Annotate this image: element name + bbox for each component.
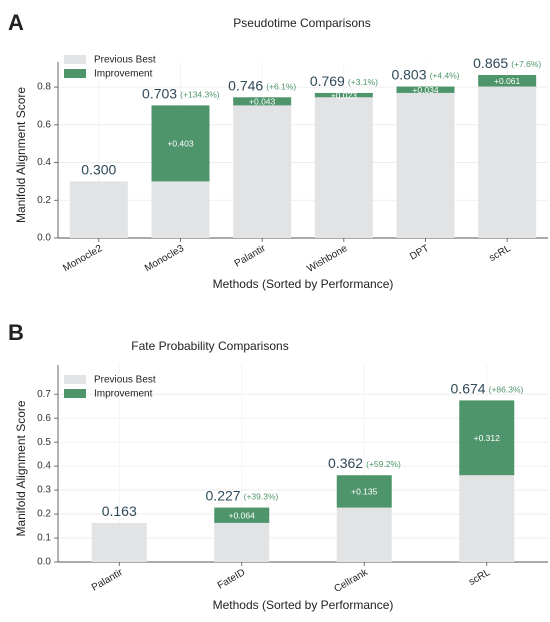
panel-a-bar-improvement-monocle3 [151, 105, 210, 182]
panel-b-bar-improvement-cellrank [336, 475, 392, 508]
panel-b-ytick-label: 0.7 [37, 389, 51, 400]
panel-a-percent-label: (+3.1%) [348, 77, 378, 87]
panel-b-bar-previous-scrl [459, 475, 515, 562]
panel-a-total-label: 0.803 [391, 67, 426, 83]
panel-a-ytick-label: 0.0 [37, 233, 51, 244]
panel-a-ytick-label: 0.6 [37, 119, 51, 130]
panel-b-title: Fate Probability Comparisons [131, 339, 288, 353]
panel-a-bar-previous-wishbone [314, 97, 373, 238]
panel-b-letter: B [8, 320, 24, 345]
panel-a-bar-improvement-wishbone [314, 92, 373, 98]
panel-a-bar-previous-dpt [396, 92, 455, 239]
panel-a-improvement-label: +0.023 [331, 90, 358, 100]
panel-b-bar-improvement-scrl [459, 400, 515, 476]
panel-b-xtick-label-scrl: scRL [467, 567, 493, 588]
panel-a-bar-previous-monocle3 [151, 181, 210, 238]
panel-a-improvement-label: +0.403 [167, 139, 194, 149]
panel-a-xlabel: Methods (Sorted by Performance) [213, 277, 394, 291]
panel-b-bar-previous-palantir [91, 522, 147, 562]
panel-a-ytick-label: 0.4 [37, 157, 51, 168]
panel-a-bar-improvement-scrl [478, 75, 537, 87]
panel-a-legend-label-improvement: Improvement [94, 69, 153, 80]
panel-b-xtick-label-fateid: FateID [216, 567, 247, 592]
panel-a-legend-swatch-previous [64, 55, 86, 64]
panel-a-xtick-label-monocle2: Monocle2 [61, 243, 104, 274]
panel-b-bar-previous-cellrank [336, 507, 392, 562]
panel-b-xlabel: Methods (Sorted by Performance) [213, 598, 394, 612]
panel-a-percent-label: (+134.3%) [180, 89, 220, 99]
panel-b-bar-previous-fateid [214, 522, 270, 562]
panel-a-total-label: 0.703 [142, 85, 177, 101]
panel-a-bar-improvement-dpt [396, 86, 455, 93]
panel-a-xtick-label-palantir: Palantir [233, 243, 268, 270]
panel-b-total-label: 0.674 [451, 380, 486, 396]
panel-a-percent-label: (+4.4%) [430, 71, 460, 81]
panel-b-ytick-label: 0.0 [37, 557, 51, 568]
panel-a-title: Pseudotime Comparisons [233, 16, 370, 30]
panel-a-xtick-label-monocle3: Monocle3 [143, 243, 186, 274]
panel-a-improvement-label: +0.034 [412, 85, 439, 95]
panel-b-percent-label: (+39.3%) [244, 492, 279, 502]
panel-b-legend-swatch-previous [64, 375, 86, 384]
panel-b-ytick-label: 0.5 [37, 437, 51, 448]
panel-a-total-label: 0.746 [228, 77, 263, 93]
panel-b-improvement-label: +0.064 [229, 511, 256, 521]
panel-b-improvement-label: +0.312 [474, 433, 501, 443]
panel-a-xtick-label-wishbone: Wishbone [305, 243, 349, 275]
panel-a-bar-previous-monocle2 [69, 181, 128, 238]
panel-b-improvement-label: +0.135 [351, 487, 378, 497]
panel-b-ytick-label: 0.4 [37, 461, 51, 472]
panel-b-xtick-label-palantir: Palantir [90, 567, 125, 594]
panel-a-bar-improvement-palantir [233, 97, 292, 106]
panel-a-improvement-label: +0.061 [494, 76, 521, 86]
panel-b-total-label: 0.163 [102, 503, 137, 519]
panel-b-ytick-label: 0.3 [37, 485, 51, 496]
panel-b-legend-label-previous: Previous Best [94, 375, 156, 386]
panel-a-total-label: 0.300 [81, 161, 116, 177]
panel-a-ytick-label: 0.2 [37, 195, 51, 206]
panel-a-bar-previous-palantir [233, 105, 292, 238]
panel-a-ylabel: Manifold Alignment Score [14, 87, 28, 223]
panel-a-total-label: 0.865 [473, 55, 508, 71]
panel-b-ylabel: Manifold Alignment Score [14, 400, 28, 536]
panel-b-legend-label-improvement: Improvement [94, 389, 153, 400]
panel-b-ytick-label: 0.2 [37, 509, 51, 520]
panel-a-bar-previous-scrl [478, 86, 537, 239]
panel-b-legend-swatch-improvement [64, 389, 86, 398]
panel-a-percent-label: (+6.1%) [266, 81, 296, 91]
panel-a-improvement-label: +0.043 [249, 97, 276, 107]
panel-b-bar-improvement-fateid [214, 507, 270, 523]
panel-a-legend-label-previous: Previous Best [94, 55, 156, 66]
panel-b-ytick-label: 0.1 [37, 533, 51, 544]
panel-a-letter: A [8, 10, 24, 35]
panel-a-xtick-label-scrl: scRL [487, 243, 513, 264]
panel-b-total-label: 0.362 [328, 455, 363, 471]
panel-a-xtick-label-dpt: DPT [408, 243, 431, 263]
panel-a-percent-label: (+7.6%) [511, 59, 541, 69]
panel-a-ytick-label: 0.8 [37, 82, 51, 93]
panel-a-total-label: 0.769 [310, 73, 345, 89]
panel-b-xtick-label-cellrank: Cellrank [332, 567, 370, 595]
panel-a-legend-swatch-improvement [64, 69, 86, 78]
panel-b-total-label: 0.227 [206, 488, 241, 504]
panel-b-ytick-label: 0.6 [37, 413, 51, 424]
panel-b-percent-label: (+86.3%) [489, 384, 524, 394]
panel-b-percent-label: (+59.2%) [366, 459, 401, 469]
